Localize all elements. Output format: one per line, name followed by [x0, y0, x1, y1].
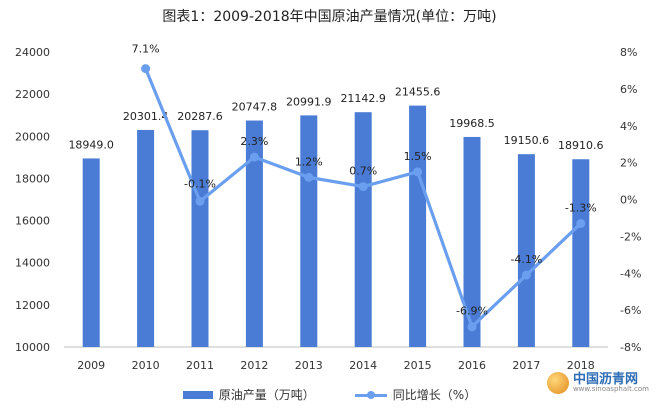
growth-labels-layer: 7.1% -0.1% 2.3% 1.2% 0.7% 1.5% -6.9% -4.1% -1.3% [132, 43, 597, 318]
growth-value-label: 7.1% [132, 43, 160, 56]
legend-item-production: 原油产量（万吨） [182, 386, 315, 403]
y-left-tick-label: 24000 [15, 46, 50, 59]
growth-value-label: 2.3% [240, 135, 268, 148]
growth-point-2011 [195, 196, 205, 206]
y-right-tick-label: 0% [620, 194, 637, 207]
axes: 10000 12000 14000 16000 18000 20000 22000 24000… [15, 46, 641, 372]
bar-2009 [82, 158, 100, 347]
y-right-tick-label: -4% [620, 267, 641, 280]
x-tick-label: 2017 [512, 359, 540, 372]
bar-2014 [354, 112, 372, 347]
growth-value-label: -0.1% [184, 177, 216, 190]
growth-value-label: -1.3% [565, 201, 597, 214]
bar-value-label: 19150.6 [504, 134, 550, 147]
bar-value-label: 20301.4 [123, 110, 169, 123]
legend-bar-swatch-icon [182, 390, 213, 399]
brand-logo-icon [546, 372, 569, 394]
bar-labels-layer: 18949.0 20301.4 20287.6 20747.8 20991.9 21142… [68, 86, 603, 153]
bar-value-label: 20991.9 [286, 95, 332, 108]
growth-point-2016 [467, 322, 477, 332]
brand-url: www.sinoasphalt.com [572, 385, 649, 394]
legend-label-production: 原油产量（万吨） [218, 388, 315, 402]
x-tick-label: 2010 [132, 359, 160, 372]
y-left-tick-label: 18000 [15, 172, 50, 185]
growth-value-label: -6.9% [456, 305, 488, 318]
x-tick-label: 2013 [295, 359, 323, 372]
bar-value-label: 21455.6 [395, 86, 441, 99]
bars-layer [82, 105, 590, 348]
y-right-tick-label: 6% [620, 83, 637, 96]
bar-2011 [191, 130, 209, 347]
y-left-tick-label: 10000 [15, 341, 50, 354]
brand-logo: 中国沥青网 www.sinoasphalt.com [546, 371, 649, 394]
growth-point-2012 [249, 152, 259, 162]
growth-point-2018 [576, 218, 586, 228]
chart-title: 图表1：2009-2018年中国原油产量情况(单位：万吨) [162, 9, 497, 25]
x-tick-label: 2009 [77, 359, 105, 372]
y-right-tick-label: 8% [620, 46, 637, 59]
y-right-tick-label: -2% [620, 230, 641, 243]
y-right-tick-label: 4% [620, 120, 637, 133]
growth-point-2017 [521, 270, 531, 280]
bar-2016 [463, 136, 481, 347]
growth-point-2015 [413, 167, 423, 177]
bar-2018 [572, 159, 590, 347]
bar-2013 [300, 115, 318, 347]
legend-item-growth: 同比增长（%） [354, 386, 477, 403]
x-tick-label: 2012 [240, 359, 268, 372]
bar-value-label: 19968.5 [449, 117, 495, 130]
legend-label-growth: 同比增长（%） [392, 388, 477, 402]
y-left-tick-label: 16000 [15, 215, 50, 228]
growth-point-2014 [358, 182, 368, 192]
y-right-tick-label: -8% [620, 341, 641, 354]
bar-value-label: 21142.9 [340, 92, 386, 105]
y-left-tick-label: 20000 [15, 130, 50, 143]
bar-value-label: 18910.6 [558, 139, 604, 152]
y-left-tick-label: 12000 [15, 299, 50, 312]
y-left-tick-label: 22000 [15, 88, 50, 101]
x-tick-label: 2016 [458, 359, 486, 372]
bar-value-label: 18949.0 [68, 138, 114, 151]
growth-point-2013 [304, 172, 314, 182]
growth-value-label: 0.7% [349, 165, 377, 178]
bar-2015 [409, 105, 427, 348]
bar-value-label: 20747.8 [232, 101, 278, 114]
x-tick-label: 2011 [186, 359, 214, 372]
bar-2012 [245, 120, 263, 347]
growth-value-label: 1.5% [404, 150, 432, 163]
growth-value-label: 1.2% [295, 155, 323, 168]
growth-point-2010 [141, 64, 151, 74]
growth-value-label: -4.1% [510, 253, 542, 266]
y-right-tick-label: 2% [620, 157, 637, 170]
bar-2017 [517, 154, 535, 347]
bar-value-label: 20287.6 [177, 110, 223, 123]
brand-name: 中国沥青网 [572, 371, 638, 387]
x-tick-label: 2014 [349, 359, 377, 372]
y-right-tick-label: -6% [620, 304, 641, 317]
y-left-tick-label: 14000 [15, 257, 50, 270]
legend: 原油产量（万吨） 同比增长（%） [0, 386, 659, 403]
legend-line-marker-icon [354, 390, 387, 400]
x-tick-label: 2018 [567, 359, 595, 372]
x-tick-label: 2015 [404, 359, 432, 372]
growth-line-layer [141, 64, 586, 332]
bar-2010 [137, 129, 155, 347]
